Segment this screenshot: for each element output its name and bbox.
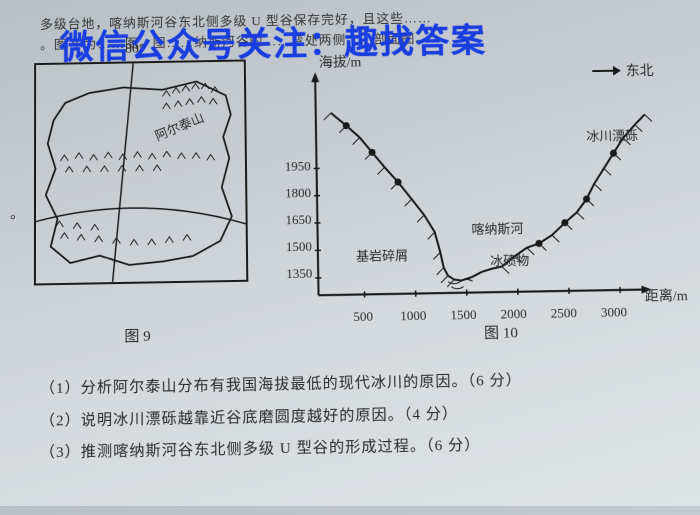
ytick-label: 1350 <box>272 266 312 283</box>
ytick-label: 1800 <box>271 185 311 202</box>
xtick-label: 2000 <box>500 306 527 323</box>
figure-10-caption: 图 10 <box>484 321 518 343</box>
xtick-label: 3000 <box>601 304 628 321</box>
x-axis-label: 距离/m <box>644 285 688 306</box>
ytick-label: 1950 <box>271 158 311 174</box>
questions-block: （1）分析阿尔泰山分布有我国海拔最低的现代冰川的原因。（6 分） （2）说明冰川… <box>40 363 678 470</box>
map-svg <box>36 61 246 283</box>
xtick-label: 2500 <box>551 305 578 322</box>
xtick-label: 1000 <box>400 308 426 325</box>
watermark-text: 微信公众号关注：趣找答案 <box>60 14 487 69</box>
figure-9: 80° ° <box>34 59 255 305</box>
ytick-label: 1650 <box>271 212 311 229</box>
xtick-label: 500 <box>353 309 373 325</box>
xtick-label: 1500 <box>450 307 476 324</box>
latitude-label: ° <box>10 213 16 229</box>
anno-bedrock-debris: 基岩碎屑 <box>356 249 408 263</box>
anno-kanas-river: 喀纳斯河 <box>471 222 523 236</box>
figure-10: 东北 海拔/m <box>269 52 682 336</box>
ytick-label: 1500 <box>272 239 312 256</box>
chart-svg <box>269 52 682 332</box>
anno-moraine: 冰碛物 <box>490 254 529 268</box>
map-frame: 阿尔泰山 <box>34 59 248 285</box>
figure-9-caption: 图 9 <box>124 325 151 347</box>
anno-glacier-erratic: 冰川漂砾 <box>586 129 638 143</box>
